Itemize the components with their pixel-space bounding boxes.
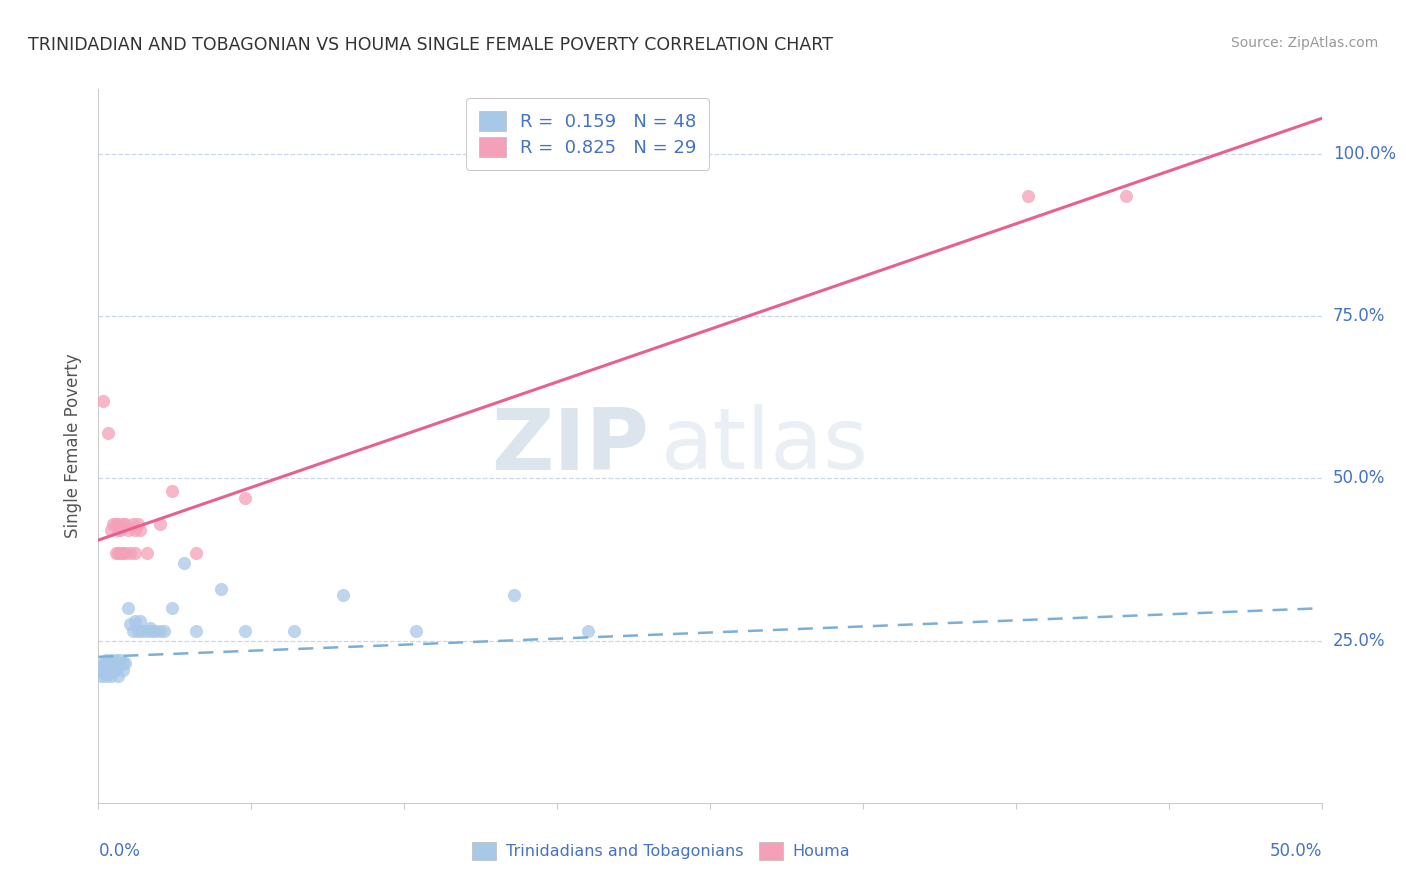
Y-axis label: Single Female Poverty: Single Female Poverty [65,354,83,538]
Point [94,669,117,683]
Point [127,624,149,638]
Point [186,546,208,560]
Point [97,666,120,681]
Point [332,588,354,602]
Point [1115,189,1137,203]
Point [233,624,256,638]
Point [149,516,172,531]
Point [117,601,139,615]
Point [100,663,122,677]
Point [111,546,134,560]
Point [209,582,232,596]
Point [101,659,124,673]
Text: atlas: atlas [661,404,869,488]
Point [129,614,152,628]
Point [111,516,134,531]
Point [94,663,117,677]
Point [233,491,256,505]
Point [101,657,124,671]
Point [104,516,127,531]
Text: 100.0%: 100.0% [1333,145,1396,163]
Point [124,614,146,628]
Point [97,659,120,673]
Text: 25.0%: 25.0% [1333,632,1385,649]
Text: 0.0%: 0.0% [98,842,141,860]
Point [90,669,112,683]
Point [173,556,195,570]
Point [111,657,134,671]
Point [127,516,149,531]
Point [131,624,153,638]
Point [160,601,183,615]
Point [101,516,124,531]
Point [107,524,129,538]
Point [503,588,526,602]
Point [405,624,427,638]
Point [91,659,114,673]
Point [107,546,129,560]
Point [153,624,176,638]
Point [107,669,129,683]
Point [90,659,112,673]
Point [104,546,127,560]
Point [160,484,183,499]
Point [117,524,139,538]
Point [143,624,166,638]
Point [97,657,120,671]
Point [110,653,132,667]
Point [114,516,136,531]
Point [120,546,142,560]
Point [139,621,162,635]
Point [91,393,114,408]
Point [104,653,127,667]
Point [576,624,599,638]
Point [114,657,136,671]
Text: 50.0%: 50.0% [1270,842,1322,860]
Point [120,617,142,632]
Point [186,624,208,638]
Point [136,546,159,560]
Point [104,663,127,677]
Text: 75.0%: 75.0% [1333,307,1385,326]
Point [107,516,129,531]
Point [110,546,132,560]
Point [124,546,146,560]
Point [110,524,132,538]
Point [100,524,122,538]
Point [91,666,114,681]
Point [114,546,136,560]
Point [107,659,129,673]
Point [100,669,122,683]
Point [90,663,112,677]
Point [136,624,159,638]
Point [97,425,120,440]
Text: ZIP: ZIP [491,404,648,488]
Point [94,653,117,667]
Point [283,624,305,638]
Legend: Trinidadians and Tobagonians, Houma: Trinidadians and Tobagonians, Houma [465,836,856,866]
Text: Source: ZipAtlas.com: Source: ZipAtlas.com [1230,36,1378,50]
Point [121,624,143,638]
Text: 50.0%: 50.0% [1333,469,1385,487]
Point [121,516,143,531]
Point [1017,189,1039,203]
Point [91,657,114,671]
Point [141,624,163,638]
Point [129,524,152,538]
Point [149,624,172,638]
Text: TRINIDADIAN AND TOBAGONIAN VS HOUMA SINGLE FEMALE POVERTY CORRELATION CHART: TRINIDADIAN AND TOBAGONIAN VS HOUMA SING… [28,36,832,54]
Point [124,524,146,538]
Point [100,653,122,667]
Point [111,663,134,677]
